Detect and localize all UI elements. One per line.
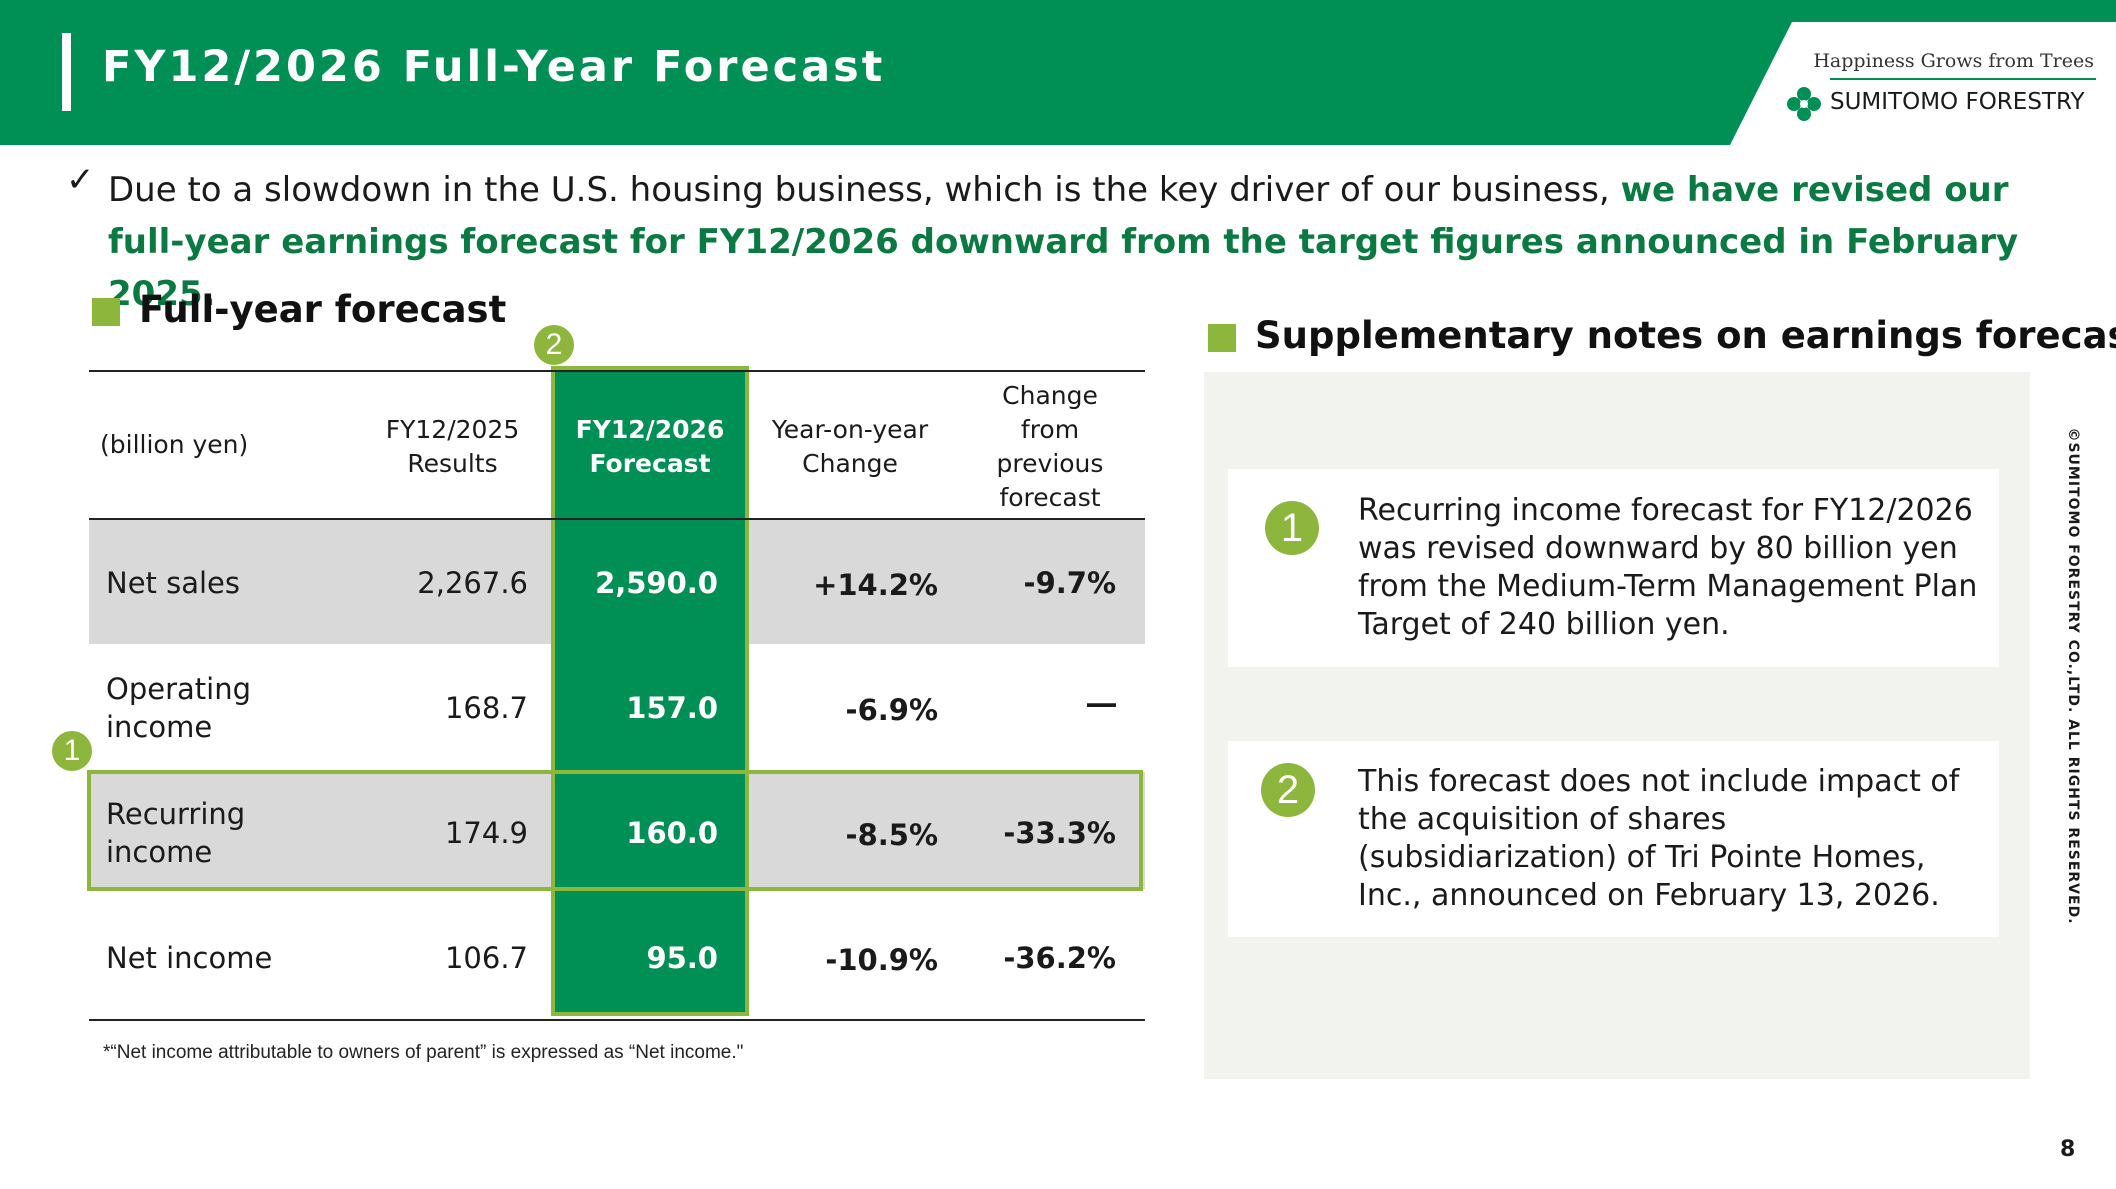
page-title: FY12/2026 Full-Year Forecast	[102, 42, 886, 92]
cell-results: 2,267.6	[417, 566, 528, 600]
forecast-column-highlight	[551, 366, 749, 1016]
cell-forecast: 157.0	[626, 691, 718, 725]
note-card-1	[1228, 469, 1999, 667]
section-bullet-icon	[1208, 324, 1236, 352]
table-bottom-rule	[89, 1019, 1145, 1021]
cell-vs-previous: -9.7%	[1023, 566, 1116, 600]
marker-2-badge: 2	[534, 325, 574, 365]
cell-vs-previous: -36.2%	[1003, 941, 1116, 975]
cell-forecast: 160.0	[626, 816, 718, 850]
notes-section-title: Supplementary notes on earnings forecast	[1255, 314, 2116, 357]
column-header-vs-previous: Change from previous forecast	[996, 381, 1104, 512]
forecast-section-title: Full-year forecast	[139, 288, 507, 331]
recurring-income-highlight-frame	[87, 770, 1143, 891]
row-label-recurring-income: Recurring income	[106, 797, 246, 869]
cell-forecast: 95.0	[646, 941, 718, 975]
page-number: 8	[2060, 1137, 2076, 1162]
header-accent-bar	[62, 33, 71, 111]
row-label-net-sales: Net sales	[106, 566, 241, 600]
lead-paragraph: Due to a slowdown in the U.S. housing bu…	[108, 164, 2028, 320]
cell-results: 106.7	[444, 941, 528, 975]
column-header-yoy: Year-on-year Change	[771, 415, 929, 478]
section-bullet-icon	[92, 298, 120, 326]
column-header-forecast: FY12/2026 Forecast	[575, 415, 725, 478]
note-2-marker: 2	[1261, 763, 1315, 817]
cell-results: 168.7	[444, 691, 528, 725]
cell-yoy: -10.9%	[825, 943, 938, 977]
logo-flower-icon	[1787, 87, 1821, 121]
checkmark-icon: ✓	[66, 160, 95, 200]
cell-vs-previous: ―	[1087, 686, 1116, 720]
lead-plain-text: Due to a slowdown in the U.S. housing bu…	[108, 170, 1621, 210]
logo-panel	[1730, 22, 2116, 145]
cell-yoy: -6.9%	[845, 693, 938, 727]
logo-tagline: Happiness Grows from Trees	[1813, 50, 2094, 72]
note-card-2	[1228, 741, 1999, 937]
cell-forecast: 2,590.0	[595, 566, 718, 600]
row-label-net-income: Net income	[106, 941, 273, 975]
table-footnote: *“Net income attributable to owners of p…	[103, 1042, 744, 1063]
row-label-operating-income: Operating income	[106, 672, 251, 744]
note-1-text: Recurring income forecast for FY12/2026 …	[1358, 493, 1978, 642]
copyright-notice: ©SUMITOMO FORESTRY CO.,LTD. ALL RIGHTS R…	[2065, 427, 2081, 925]
marker-1-badge: 1	[52, 731, 92, 771]
unit-label: (billion yen)	[100, 430, 249, 459]
cell-results: 174.9	[444, 816, 528, 850]
note-2-text: This forecast does not include impact of…	[1358, 764, 1960, 913]
lead-highlight-text: we have revised our full-year earnings f…	[108, 170, 2019, 314]
table-header-rule	[89, 518, 1145, 520]
column-header-results: FY12/2025 Results	[385, 415, 520, 478]
logo-divider	[1830, 78, 2096, 80]
logo-name: SUMITOMO FORESTRY	[1830, 89, 2085, 115]
cell-yoy: +14.2%	[813, 568, 938, 602]
cell-vs-previous: -33.3%	[1003, 816, 1116, 850]
table-top-rule	[89, 370, 1145, 372]
cell-yoy: -8.5%	[845, 818, 938, 852]
note-1-marker: 1	[1265, 501, 1319, 555]
